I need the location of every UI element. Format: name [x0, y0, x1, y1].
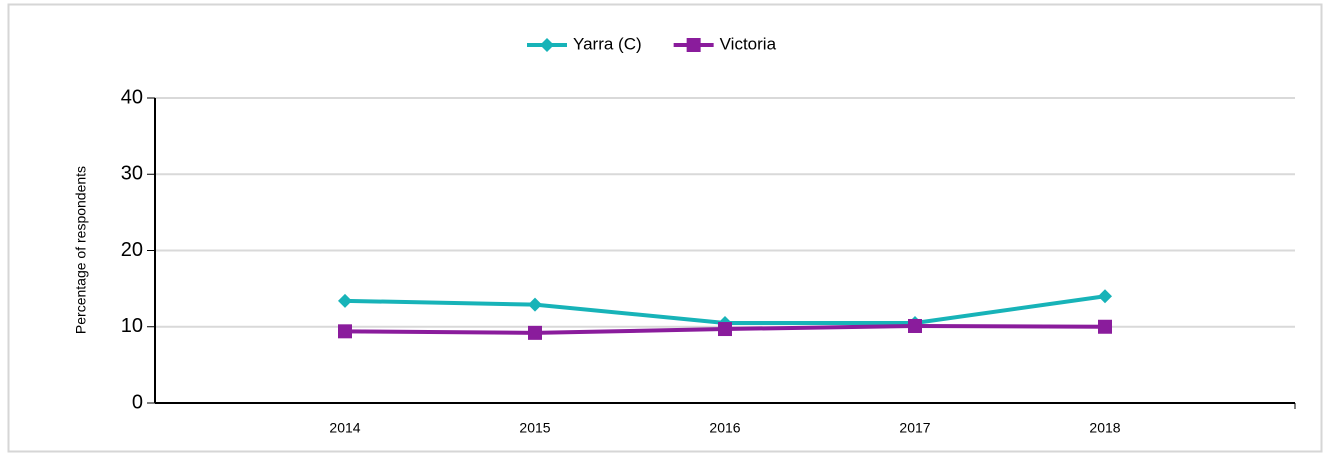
data-point	[338, 324, 352, 339]
data-point	[1098, 319, 1112, 334]
y-tick-label: 40	[121, 86, 143, 108]
data-point	[338, 293, 352, 308]
legend-label: Yarra (C)	[573, 34, 642, 53]
panel-border	[7, 3, 1323, 453]
legend-marker	[540, 38, 554, 52]
legend-label: Victoria	[720, 34, 777, 53]
y-axis-label: Percentage of respondents	[73, 166, 89, 334]
legend-marker	[686, 38, 701, 52]
y-tick-label: 10	[121, 315, 143, 337]
y-tick-label: 30	[121, 163, 143, 185]
data-point	[1098, 289, 1112, 304]
data-point	[528, 325, 542, 340]
x-tick-label: 2015	[519, 420, 550, 436]
data-point	[908, 318, 922, 333]
y-tick-label: 20	[121, 239, 143, 261]
x-tick-label: 2014	[329, 420, 360, 436]
x-tick-label: 2016	[709, 420, 740, 436]
x-tick-label: 2018	[1089, 420, 1120, 436]
x-tick-label: 2017	[899, 420, 930, 436]
data-point	[718, 322, 732, 337]
y-tick-label: 0	[132, 391, 143, 413]
data-point	[528, 297, 542, 312]
